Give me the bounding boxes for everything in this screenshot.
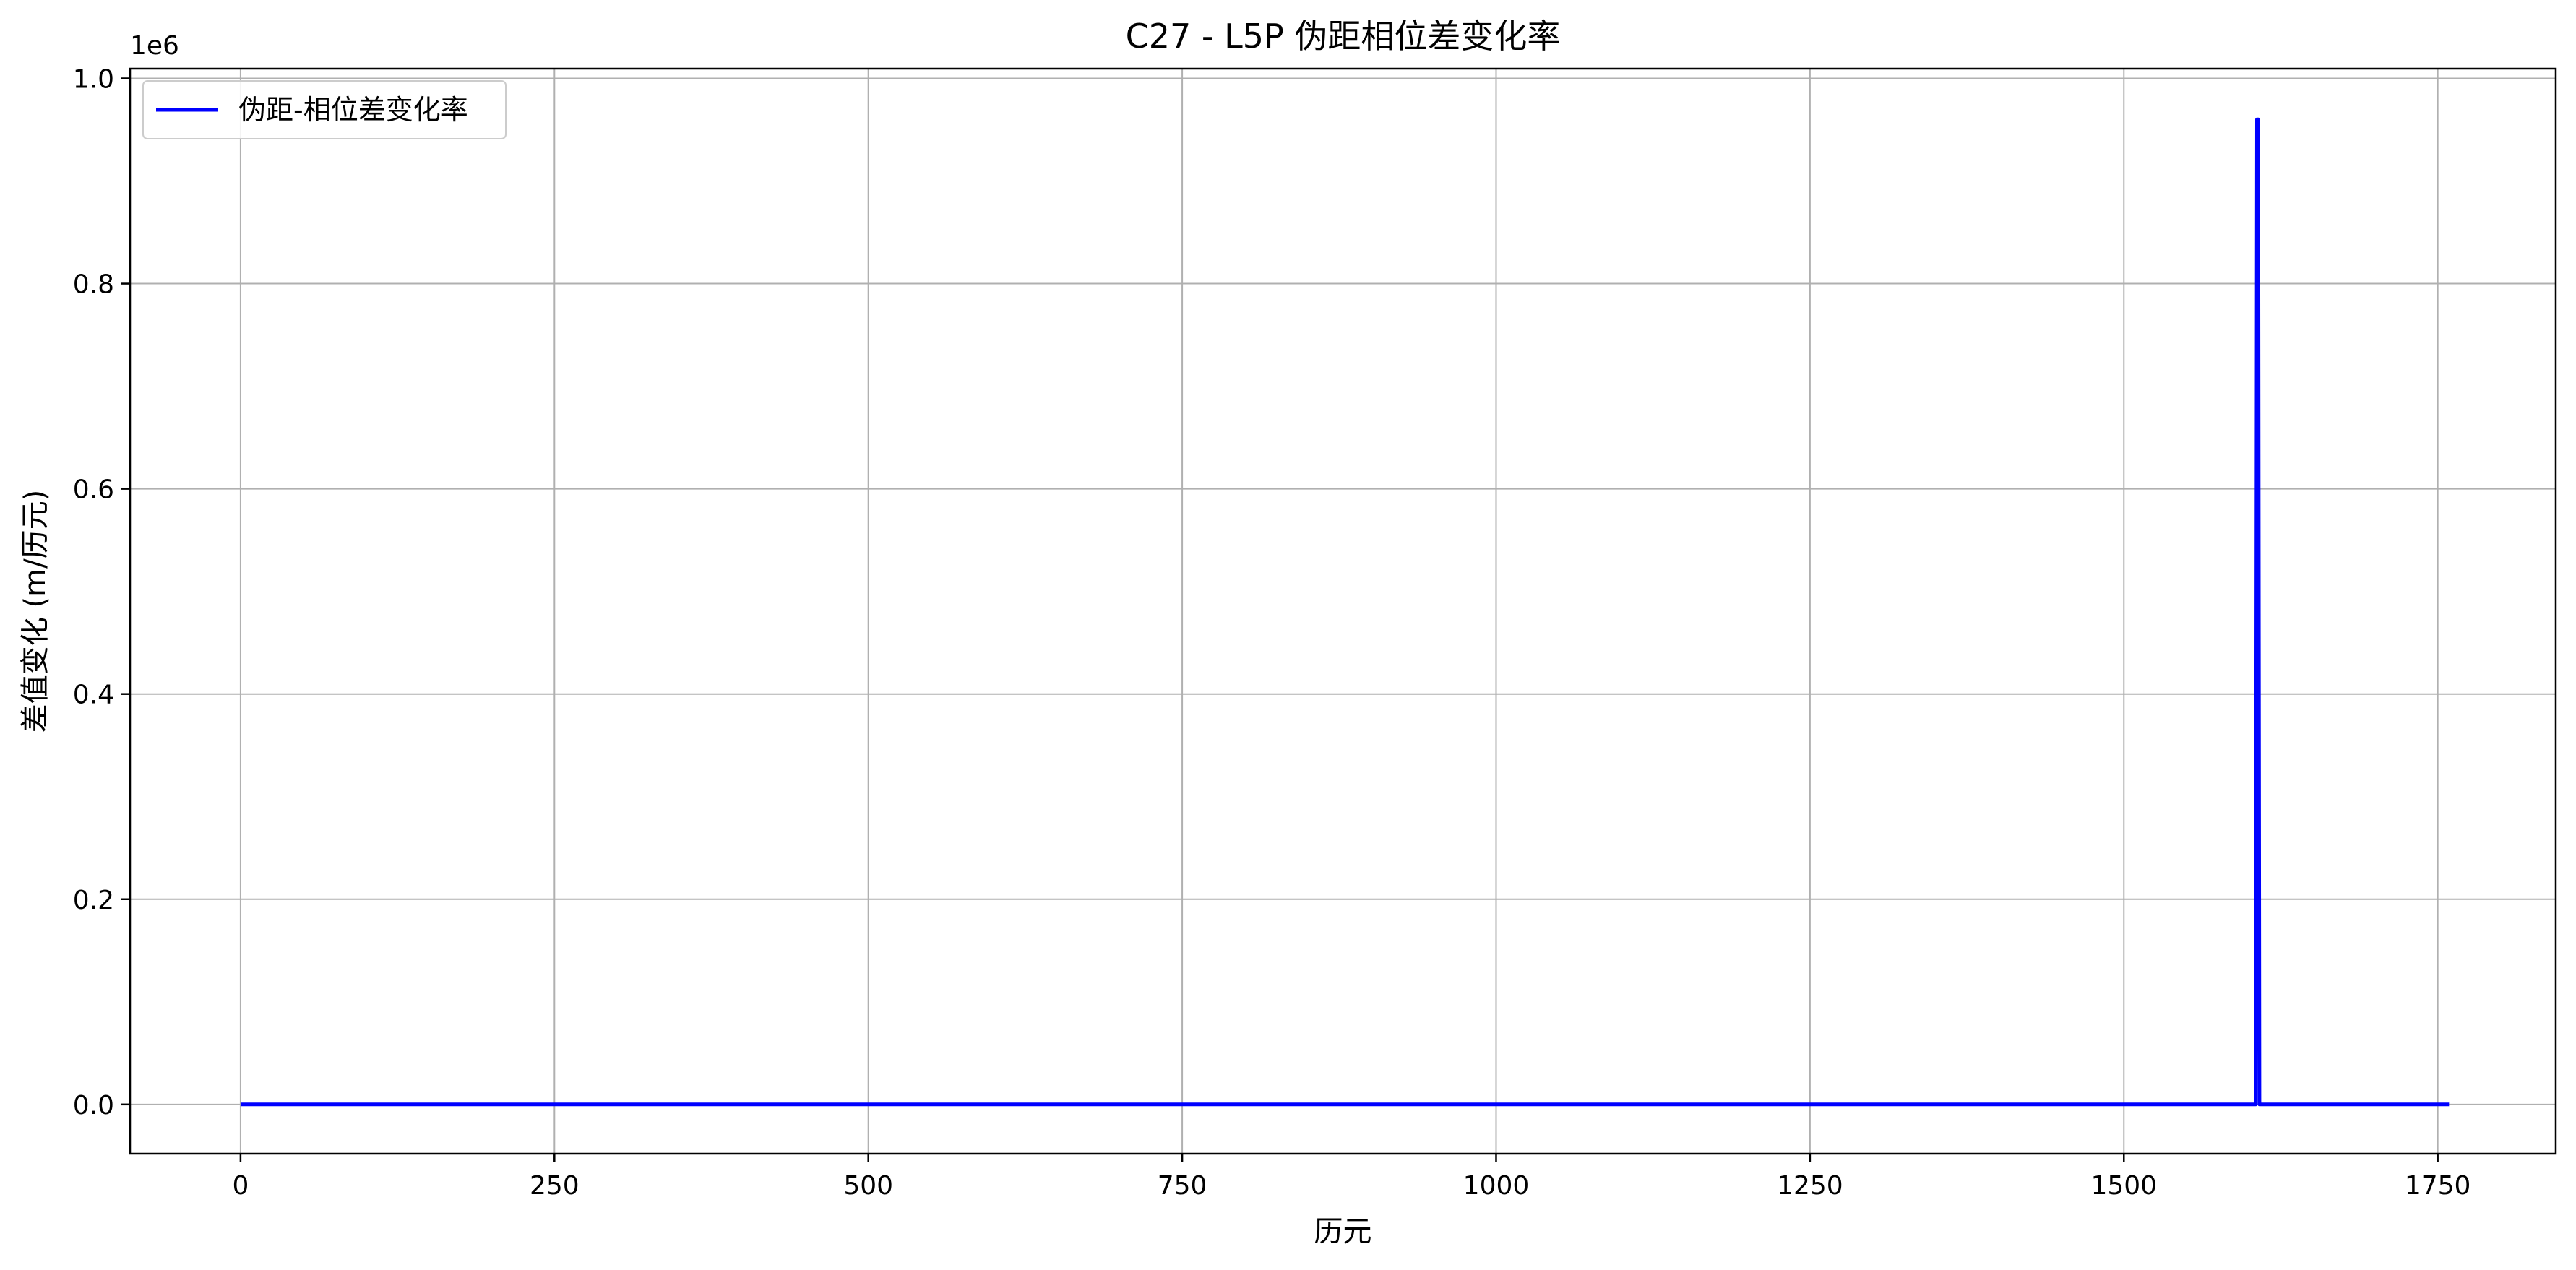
y-tick-label: 0.2 [73,886,114,915]
y-axis-label: 差值变化 (m/历元) [19,490,52,733]
y-tick-label: 0.0 [73,1091,114,1120]
chart-title: C27 - L5P 伪距相位差变化率 [1126,17,1561,56]
legend: 伪距-相位差变化率 [142,80,507,139]
y-tick-label: 1.0 [73,64,114,94]
x-axis-label: 历元 [1314,1215,1372,1248]
x-tick-label: 1750 [2405,1171,2471,1201]
series-line-0 [240,117,2450,1107]
grid [130,69,2556,1154]
x-tick-label: 250 [530,1171,580,1201]
legend-label: 伪距-相位差变化率 [238,94,468,126]
plot-frame [129,67,2557,1155]
x-tick-label: 750 [1158,1171,1207,1201]
x-tick-label: 1250 [1777,1171,1843,1201]
series-layer [240,117,2450,1107]
y-axis-ticks: 0.0 0.2 0.4 0.6 0.8 1.0 [73,64,130,1120]
x-tick-label: 500 [843,1171,893,1201]
y-tick-label: 0.6 [73,475,114,505]
legend-box [142,80,507,139]
x-tick-label: 1000 [1463,1171,1530,1201]
y-axis-offset-label: 1e6 [130,31,179,61]
y-tick-label: 0.8 [73,270,114,300]
y-tick-label: 0.4 [73,681,114,710]
x-tick-label: 0 [232,1171,249,1201]
x-tick-label: 1500 [2090,1171,2157,1201]
x-axis-ticks: 0 250 500 750 1000 1250 1500 1750 [232,1154,2471,1201]
